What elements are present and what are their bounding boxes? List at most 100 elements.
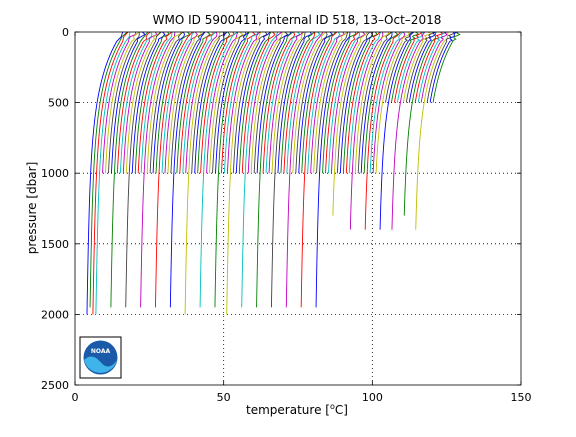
- x-tick-label: 50: [217, 391, 231, 404]
- y-tick-label: 0: [62, 26, 69, 39]
- x-axis-label-text: temperature [: [246, 403, 330, 417]
- profile-line: [241, 31, 276, 174]
- profile-line: [262, 31, 296, 174]
- profile-line: [396, 31, 425, 103]
- profile-line: [256, 31, 291, 174]
- profile-line: [86, 31, 124, 315]
- profile-line: [131, 31, 166, 174]
- profile-line: [184, 31, 221, 315]
- profile-line: [332, 31, 369, 216]
- profile-line: [214, 31, 250, 308]
- profile-line: [194, 31, 228, 174]
- profile-line: [292, 31, 327, 174]
- profile-line: [256, 31, 294, 308]
- profile-line: [405, 31, 434, 103]
- profile-line: [322, 31, 357, 174]
- profile-line: [283, 31, 316, 174]
- profile-line: [89, 31, 128, 308]
- profile-line: [102, 31, 137, 174]
- profile-line: [336, 31, 371, 174]
- profile-line: [95, 31, 131, 315]
- profile-line: [176, 31, 211, 174]
- profile-line: [270, 31, 306, 308]
- y-axis-label: pressure [dbar]: [25, 162, 39, 255]
- profile-line: [313, 31, 348, 174]
- profile-line: [298, 31, 334, 174]
- profile-line: [137, 31, 173, 174]
- y-tick-label: 1000: [41, 167, 69, 180]
- profile-line: [164, 31, 198, 174]
- x-axis-label: temperature [oC]: [246, 402, 348, 417]
- profile-line: [170, 31, 205, 174]
- profile-line: [179, 31, 214, 174]
- profile-line: [161, 31, 195, 174]
- profile-line: [420, 31, 448, 103]
- profile-line: [221, 31, 256, 174]
- x-tick-label: 0: [72, 391, 79, 404]
- profile-line: [300, 31, 338, 308]
- y-tick-label: 500: [48, 97, 69, 110]
- profile-line: [226, 31, 261, 174]
- profile-line: [379, 31, 415, 230]
- profile-line: [105, 31, 140, 174]
- profile-line: [315, 31, 351, 308]
- profile-line: [119, 31, 153, 174]
- profile-line: [369, 31, 404, 174]
- x-axis-label-unit: C: [335, 403, 343, 417]
- profile-line: [307, 31, 341, 174]
- profile-line: [364, 31, 401, 230]
- profile-line: [375, 31, 411, 174]
- profile-line: [155, 31, 191, 174]
- profile-line: [250, 31, 283, 174]
- grid: [75, 32, 521, 385]
- profile-line: [92, 31, 129, 315]
- profile-line: [232, 31, 268, 174]
- x-tick-label: 100: [362, 391, 383, 404]
- profile-line: [325, 31, 360, 174]
- profile-line: [391, 31, 420, 103]
- profile-line: [200, 31, 236, 174]
- profile-line: [285, 31, 324, 308]
- profile-line: [316, 31, 349, 174]
- noaa-logo-text: NOAA: [91, 348, 111, 355]
- profile-line: [426, 31, 456, 103]
- profile-line: [185, 31, 218, 174]
- profile-line: [391, 31, 426, 230]
- profile-line: [393, 31, 423, 103]
- profile-line: [125, 31, 162, 308]
- profile-line: [301, 31, 336, 174]
- profile-line: [417, 31, 446, 103]
- profile-line: [429, 31, 458, 103]
- x-axis-label-suffix: ]: [343, 403, 348, 417]
- plot-area: [75, 32, 521, 385]
- profile-line: [310, 31, 345, 174]
- profile-line: [331, 31, 366, 174]
- profile-line: [209, 31, 244, 174]
- profile-line: [197, 31, 231, 174]
- profile-line: [191, 31, 226, 174]
- profile-line: [199, 31, 238, 308]
- profile-line: [134, 31, 170, 174]
- profile-line: [408, 31, 436, 103]
- profile-line: [212, 31, 247, 174]
- profile-line: [360, 31, 393, 174]
- x-tick-label: 150: [511, 391, 532, 404]
- profile-line: [140, 31, 176, 308]
- profile-line: [125, 31, 161, 174]
- profile-line: [432, 31, 461, 103]
- profile-line: [238, 31, 272, 174]
- profile-line: [253, 31, 289, 174]
- profile-line: [271, 31, 305, 174]
- profile-line: [348, 31, 382, 174]
- profile-line: [116, 31, 151, 174]
- profile-line: [277, 31, 313, 174]
- profile-line: [265, 31, 301, 174]
- profile-line: [385, 31, 414, 103]
- y-tick-label: 2500: [41, 379, 69, 392]
- profile-line: [354, 31, 390, 174]
- profile-line: [339, 31, 373, 174]
- profile-line: [414, 31, 444, 103]
